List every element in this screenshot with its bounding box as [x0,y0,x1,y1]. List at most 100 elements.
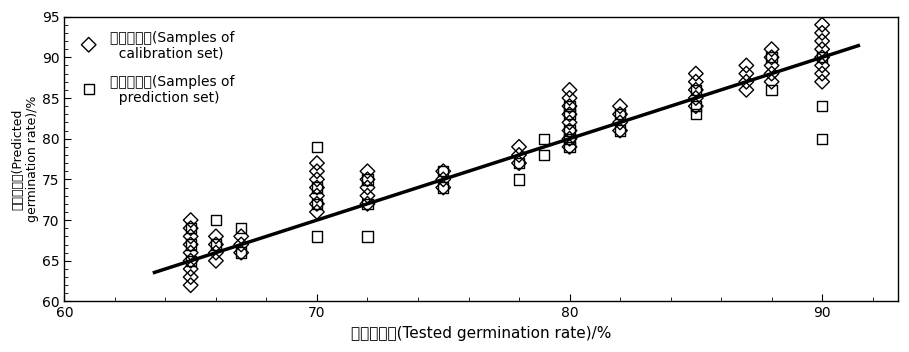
预测样品集(Samples of
  prediction set) [310,185,325,190]
校正样品集(Samples of
  calibration set) [234,250,248,256]
预测样品集(Samples of
  prediction set) [184,225,198,231]
校正样品集(Samples of
  calibration set) [764,63,779,68]
预测样品集(Samples of
  prediction set) [563,112,577,117]
预测样品集(Samples of
  prediction set) [360,233,375,239]
校正样品集(Samples of
  calibration set) [436,177,451,182]
预测样品集(Samples of
  prediction set) [184,242,198,247]
预测样品集(Samples of
  prediction set) [764,87,779,93]
校正样品集(Samples of
  calibration set) [814,46,829,52]
校正样品集(Samples of
  calibration set) [512,144,526,150]
校正样品集(Samples of
  calibration set) [310,209,325,215]
校正样品集(Samples of
  calibration set) [310,160,325,166]
校正样品集(Samples of
  calibration set) [814,79,829,84]
预测样品集(Samples of
  prediction set) [234,225,248,231]
校正样品集(Samples of
  calibration set) [814,38,829,44]
校正样品集(Samples of
  calibration set) [563,128,577,133]
预测样品集(Samples of
  prediction set) [563,103,577,109]
校正样品集(Samples of
  calibration set) [814,30,829,36]
预测样品集(Samples of
  prediction set) [209,242,224,247]
校正样品集(Samples of
  calibration set) [764,71,779,76]
校正样品集(Samples of
  calibration set) [184,250,198,256]
预测样品集(Samples of
  prediction set) [613,128,627,133]
预测样品集(Samples of
  prediction set) [360,201,375,207]
校正样品集(Samples of
  calibration set) [310,185,325,190]
校正样品集(Samples of
  calibration set) [310,201,325,207]
校正样品集(Samples of
  calibration set) [814,71,829,76]
校正样品集(Samples of
  calibration set) [764,55,779,60]
预测样品集(Samples of
  prediction set) [310,144,325,150]
校正样品集(Samples of
  calibration set) [209,233,224,239]
校正样品集(Samples of
  calibration set) [814,63,829,68]
校正样品集(Samples of
  calibration set) [563,136,577,142]
校正样品集(Samples of
  calibration set) [209,242,224,247]
校正样品集(Samples of
  calibration set) [234,242,248,247]
校正样品集(Samples of
  calibration set) [360,201,375,207]
校正样品集(Samples of
  calibration set) [184,233,198,239]
校正样品集(Samples of
  calibration set) [563,95,577,101]
校正样品集(Samples of
  calibration set) [739,87,754,93]
预测样品集(Samples of
  prediction set) [537,136,552,142]
预测样品集(Samples of
  prediction set) [613,112,627,117]
预测样品集(Samples of
  prediction set) [688,103,703,109]
Y-axis label: 预测发芽率(Predicted
germination rate)/%: 预测发芽率(Predicted germination rate)/% [11,96,39,222]
校正样品集(Samples of
  calibration set) [512,160,526,166]
校正样品集(Samples of
  calibration set) [563,103,577,109]
校正样品集(Samples of
  calibration set) [209,258,224,264]
校正样品集(Samples of
  calibration set) [764,46,779,52]
校正样品集(Samples of
  calibration set) [184,258,198,264]
校正样品集(Samples of
  calibration set) [360,177,375,182]
校正样品集(Samples of
  calibration set) [739,63,754,68]
校正样品集(Samples of
  calibration set) [563,120,577,125]
校正样品集(Samples of
  calibration set) [184,217,198,223]
预测样品集(Samples of
  prediction set) [563,128,577,133]
校正样品集(Samples of
  calibration set) [739,79,754,84]
校正样品集(Samples of
  calibration set) [688,79,703,84]
预测样品集(Samples of
  prediction set) [360,177,375,182]
校正样品集(Samples of
  calibration set) [184,242,198,247]
校正样品集(Samples of
  calibration set) [563,87,577,93]
预测样品集(Samples of
  prediction set) [688,87,703,93]
校正样品集(Samples of
  calibration set) [613,120,627,125]
预测样品集(Samples of
  prediction set) [814,136,829,142]
预测样品集(Samples of
  prediction set) [310,201,325,207]
校正样品集(Samples of
  calibration set) [184,282,198,288]
预测样品集(Samples of
  prediction set) [563,144,577,150]
X-axis label: 测试发芽率(Tested germination rate)/%: 测试发芽率(Tested germination rate)/% [351,326,612,341]
校正样品集(Samples of
  calibration set) [360,169,375,174]
Legend: 校正样品集(Samples of
  calibration set), 预测样品集(Samples of
  prediction set): 校正样品集(Samples of calibration set), 预测样品集… [71,24,242,112]
校正样品集(Samples of
  calibration set) [688,87,703,93]
校正样品集(Samples of
  calibration set) [360,185,375,190]
预测样品集(Samples of
  prediction set) [310,233,325,239]
预测样品集(Samples of
  prediction set) [234,250,248,256]
预测样品集(Samples of
  prediction set) [688,112,703,117]
校正样品集(Samples of
  calibration set) [764,79,779,84]
校正样品集(Samples of
  calibration set) [613,128,627,133]
预测样品集(Samples of
  prediction set) [764,55,779,60]
校正样品集(Samples of
  calibration set) [688,71,703,76]
校正样品集(Samples of
  calibration set) [814,22,829,27]
校正样品集(Samples of
  calibration set) [688,103,703,109]
校正样品集(Samples of
  calibration set) [739,71,754,76]
校正样品集(Samples of
  calibration set) [360,193,375,199]
预测样品集(Samples of
  prediction set) [209,217,224,223]
预测样品集(Samples of
  prediction set) [436,185,451,190]
校正样品集(Samples of
  calibration set) [688,95,703,101]
校正样品集(Samples of
  calibration set) [512,152,526,158]
校正样品集(Samples of
  calibration set) [436,185,451,190]
预测样品集(Samples of
  prediction set) [814,55,829,60]
预测样品集(Samples of
  prediction set) [512,160,526,166]
校正样品集(Samples of
  calibration set) [563,144,577,150]
校正样品集(Samples of
  calibration set) [310,177,325,182]
校正样品集(Samples of
  calibration set) [613,112,627,117]
预测样品集(Samples of
  prediction set) [563,136,577,142]
校正样品集(Samples of
  calibration set) [234,233,248,239]
校正样品集(Samples of
  calibration set) [613,103,627,109]
校正样品集(Samples of
  calibration set) [310,193,325,199]
预测样品集(Samples of
  prediction set) [436,169,451,174]
校正样品集(Samples of
  calibration set) [184,266,198,272]
预测样品集(Samples of
  prediction set) [184,258,198,264]
校正样品集(Samples of
  calibration set) [436,169,451,174]
校正样品集(Samples of
  calibration set) [310,169,325,174]
预测样品集(Samples of
  prediction set) [814,103,829,109]
校正样品集(Samples of
  calibration set) [563,112,577,117]
